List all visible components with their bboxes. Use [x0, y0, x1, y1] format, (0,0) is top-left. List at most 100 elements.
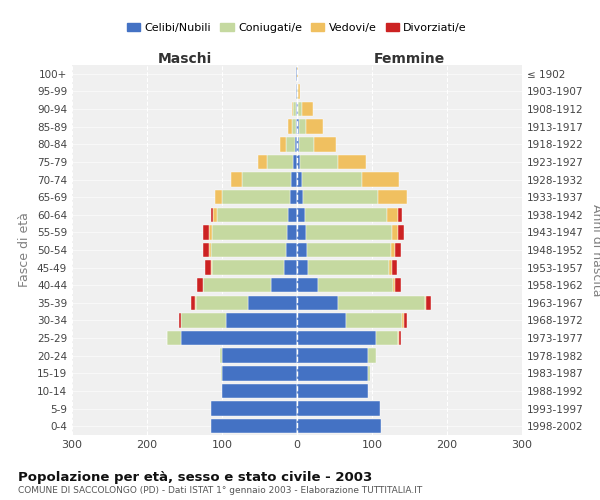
Bar	[296, 102, 297, 117]
Bar	[299, 137, 314, 152]
Bar	[211, 208, 213, 222]
Bar	[303, 190, 378, 204]
Bar	[299, 120, 306, 134]
Bar	[209, 225, 212, 240]
Bar	[391, 243, 395, 257]
Bar	[212, 225, 287, 240]
Bar	[302, 172, 361, 186]
Bar	[297, 172, 302, 186]
Bar	[284, 260, 297, 275]
Bar	[267, 154, 293, 169]
Bar	[296, 120, 297, 134]
Text: COMUNE DI SACCOLONGO (PD) - Dati ISTAT 1° gennaio 2003 - Elaborazione TUTTITALIA: COMUNE DI SACCOLONGO (PD) - Dati ISTAT 1…	[18, 486, 422, 495]
Bar	[290, 190, 297, 204]
Bar	[318, 278, 393, 292]
Bar	[314, 137, 336, 152]
Bar	[307, 243, 391, 257]
Bar	[181, 331, 297, 345]
Bar	[296, 84, 297, 98]
Bar	[220, 348, 222, 363]
Bar	[399, 331, 401, 345]
Bar	[295, 137, 297, 152]
Bar	[297, 154, 300, 169]
Bar	[361, 172, 399, 186]
Bar	[242, 172, 291, 186]
Bar	[376, 331, 398, 345]
Bar	[286, 243, 297, 257]
Bar	[306, 225, 392, 240]
Bar	[222, 366, 297, 380]
Bar	[222, 190, 290, 204]
Bar	[387, 208, 398, 222]
Bar	[215, 190, 222, 204]
Bar	[296, 66, 297, 81]
Bar	[293, 154, 297, 169]
Bar	[298, 102, 302, 117]
Bar	[368, 366, 370, 380]
Bar	[297, 190, 303, 204]
Bar	[280, 137, 286, 152]
Bar	[205, 260, 211, 275]
Bar	[211, 243, 286, 257]
Bar	[346, 314, 402, 328]
Bar	[308, 260, 389, 275]
Bar	[297, 348, 368, 363]
Bar	[291, 172, 297, 186]
Bar	[306, 120, 323, 134]
Text: Maschi: Maschi	[157, 52, 212, 66]
Bar	[221, 366, 222, 380]
Bar	[398, 225, 404, 240]
Bar	[222, 384, 297, 398]
Bar	[287, 225, 297, 240]
Legend: Celibi/Nubili, Coniugati/e, Vedovi/e, Divorziati/e: Celibi/Nubili, Coniugati/e, Vedovi/e, Di…	[122, 19, 472, 38]
Bar	[300, 154, 337, 169]
Bar	[395, 278, 401, 292]
Bar	[179, 314, 181, 328]
Bar	[368, 348, 376, 363]
Bar	[209, 243, 211, 257]
Bar	[203, 278, 271, 292]
Y-axis label: Fasce di età: Fasce di età	[19, 212, 31, 288]
Bar	[191, 296, 195, 310]
Bar	[211, 402, 297, 416]
Bar	[292, 102, 293, 117]
Bar	[181, 314, 226, 328]
Bar	[195, 296, 196, 310]
Bar	[196, 296, 248, 310]
Bar	[231, 172, 242, 186]
Bar	[212, 260, 284, 275]
Bar	[288, 208, 297, 222]
Bar	[297, 331, 376, 345]
Bar	[398, 208, 402, 222]
Y-axis label: Anni di nascita: Anni di nascita	[590, 204, 600, 296]
Bar	[378, 190, 407, 204]
Text: Popolazione per età, sesso e stato civile - 2003: Popolazione per età, sesso e stato civil…	[18, 471, 372, 484]
Bar	[248, 296, 297, 310]
Bar	[271, 278, 297, 292]
Bar	[226, 314, 297, 328]
Bar	[297, 402, 380, 416]
Bar	[337, 154, 366, 169]
Bar	[297, 243, 307, 257]
Bar	[203, 243, 209, 257]
Bar	[211, 419, 297, 434]
Bar	[389, 260, 392, 275]
Bar	[211, 260, 212, 275]
Bar	[297, 225, 306, 240]
Bar	[426, 296, 431, 310]
Bar	[297, 84, 298, 98]
Bar	[258, 154, 267, 169]
Bar	[392, 225, 398, 240]
Text: Femmine: Femmine	[374, 52, 445, 66]
Bar	[297, 419, 381, 434]
Bar	[302, 102, 313, 117]
Bar	[393, 278, 395, 292]
Bar	[305, 208, 387, 222]
Bar	[395, 243, 401, 257]
Bar	[297, 366, 368, 380]
Bar	[203, 225, 209, 240]
Bar	[213, 208, 217, 222]
Bar	[297, 208, 305, 222]
Bar	[298, 84, 300, 98]
Bar	[392, 260, 397, 275]
